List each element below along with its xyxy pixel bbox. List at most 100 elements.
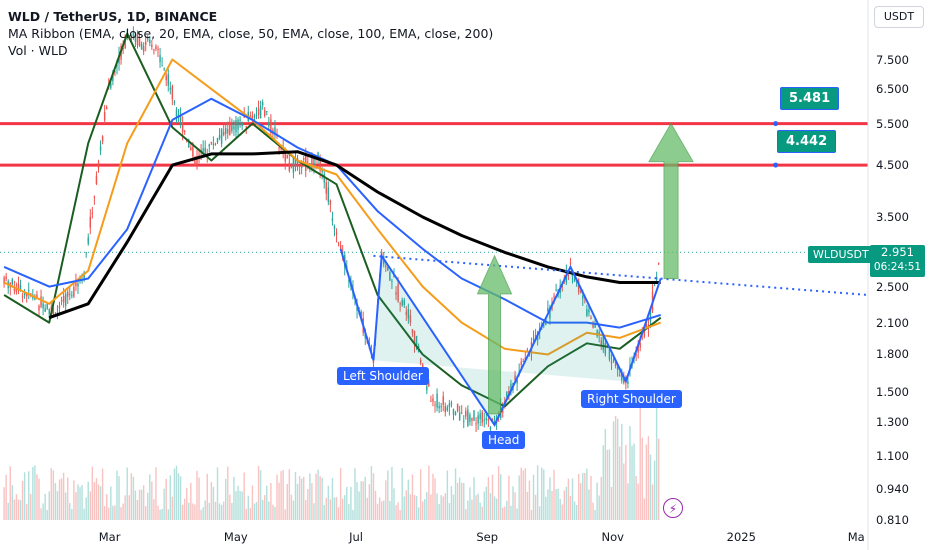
symbol-title[interactable]: WLD / TetherUS, 1D, BINANCE bbox=[8, 9, 218, 24]
volume-bar bbox=[653, 460, 656, 520]
candle-body bbox=[475, 423, 477, 425]
volume-bar bbox=[510, 505, 512, 520]
volume-bar bbox=[30, 493, 32, 520]
volume-bar bbox=[5, 474, 7, 520]
pattern-line bbox=[339, 248, 662, 427]
candle-body bbox=[257, 108, 260, 115]
volume-bar bbox=[582, 472, 584, 520]
left-shoulder-label[interactable]: Left Shoulder bbox=[337, 367, 429, 385]
volume-bar bbox=[419, 469, 422, 520]
candle-body bbox=[251, 115, 254, 121]
volume-bar bbox=[263, 495, 266, 520]
volume-bar bbox=[50, 468, 53, 520]
candle-body bbox=[294, 159, 297, 167]
volume-bar bbox=[623, 463, 625, 520]
volume-bar bbox=[101, 468, 104, 520]
volume-bar bbox=[534, 494, 537, 520]
candle-body bbox=[645, 323, 648, 329]
candle-body bbox=[358, 307, 360, 309]
volume-bar bbox=[11, 485, 14, 520]
y-tick-label: 0.810 bbox=[876, 512, 909, 527]
volume-bar bbox=[479, 502, 481, 520]
volume-bar bbox=[380, 501, 383, 520]
chart-legend: WLD / TetherUS, 1D, BINANCE MA Ribbon (E… bbox=[8, 8, 493, 59]
volume-bar bbox=[294, 472, 297, 520]
last-price-box: 2.951 06:24:51 bbox=[870, 245, 925, 277]
volume-bar bbox=[79, 487, 81, 520]
volume-bar bbox=[364, 476, 366, 520]
volume-bar bbox=[598, 495, 600, 520]
candle-body bbox=[341, 251, 344, 253]
volume-bar bbox=[639, 403, 641, 520]
y-tick-label: 1.800 bbox=[876, 347, 909, 362]
y-tick-label: 1.100 bbox=[876, 449, 909, 464]
candle-body bbox=[413, 330, 416, 345]
volume-bar bbox=[614, 415, 617, 520]
volume-bar bbox=[307, 489, 309, 520]
volume-bar bbox=[430, 494, 432, 520]
volume-bar bbox=[69, 503, 71, 520]
volume-bar bbox=[229, 494, 231, 520]
target-label-1[interactable]: 4.442 bbox=[777, 130, 837, 153]
resistance-levels bbox=[0, 122, 868, 253]
volume-bar bbox=[77, 484, 79, 520]
volume-bar bbox=[126, 467, 128, 520]
candle-body bbox=[456, 403, 459, 412]
volume-bar bbox=[584, 472, 586, 520]
volume-bar bbox=[387, 470, 389, 520]
candle-body bbox=[179, 113, 182, 122]
candle-body bbox=[40, 296, 42, 307]
candle-body bbox=[649, 309, 652, 322]
volume-bar bbox=[497, 466, 500, 520]
volume-bar bbox=[165, 478, 167, 520]
candle-body bbox=[292, 158, 295, 173]
right-shoulder-label[interactable]: Right Shoulder bbox=[581, 390, 682, 408]
volume-bar bbox=[198, 477, 200, 520]
volume-bar bbox=[356, 482, 358, 520]
candle-body bbox=[655, 276, 658, 281]
candle-body bbox=[623, 377, 625, 384]
candle-body bbox=[549, 306, 551, 319]
ma-ribbon-label[interactable]: MA Ribbon (EMA, close, 20, EMA, close, 5… bbox=[8, 26, 494, 41]
volume-bar bbox=[538, 506, 541, 520]
candle-body bbox=[573, 277, 576, 282]
volume-bar bbox=[385, 480, 387, 520]
target-label-2[interactable]: 5.481 bbox=[780, 87, 840, 110]
candle-body bbox=[105, 107, 108, 110]
volume-bar bbox=[134, 490, 137, 520]
candle-body bbox=[391, 280, 393, 282]
last-price: 2.951 bbox=[881, 245, 914, 259]
candle-body bbox=[23, 292, 26, 296]
volume-bar bbox=[637, 483, 639, 520]
candle-body bbox=[25, 293, 28, 297]
candle-body bbox=[616, 366, 619, 370]
volume-bar bbox=[635, 475, 637, 520]
lightning-icon[interactable]: ⚡ bbox=[663, 498, 683, 518]
candle-body bbox=[263, 109, 266, 117]
volume-bar bbox=[266, 485, 268, 520]
pattern-fill bbox=[373, 255, 626, 425]
volume-bar bbox=[272, 504, 274, 520]
volume-bar bbox=[458, 477, 461, 520]
volume-bar bbox=[450, 486, 453, 520]
volume-bar bbox=[569, 495, 572, 520]
head-label[interactable]: Head bbox=[482, 431, 526, 449]
volume-bar bbox=[231, 502, 233, 520]
candle-body bbox=[543, 325, 545, 327]
volume-bar bbox=[547, 489, 549, 520]
volume-bar bbox=[612, 421, 615, 520]
volume-bar bbox=[481, 506, 483, 520]
volume-bar bbox=[643, 498, 646, 520]
candle-body bbox=[288, 162, 291, 171]
volume-bar bbox=[249, 507, 252, 520]
candle-body bbox=[259, 106, 262, 119]
candle-body bbox=[339, 245, 342, 249]
currency-button[interactable]: USDT bbox=[874, 6, 924, 28]
candle-body bbox=[569, 262, 572, 264]
volume-bar bbox=[220, 504, 223, 520]
candle-body bbox=[204, 147, 206, 155]
candle-body bbox=[73, 286, 75, 297]
candle-body bbox=[42, 303, 44, 309]
volume-label[interactable]: Vol · WLD bbox=[8, 43, 68, 58]
